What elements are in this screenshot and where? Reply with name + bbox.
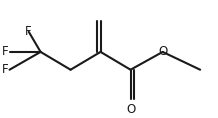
Text: O: O	[158, 45, 167, 58]
Text: F: F	[2, 63, 9, 76]
Text: O: O	[126, 103, 135, 116]
Text: F: F	[2, 45, 9, 58]
Text: F: F	[24, 25, 31, 38]
